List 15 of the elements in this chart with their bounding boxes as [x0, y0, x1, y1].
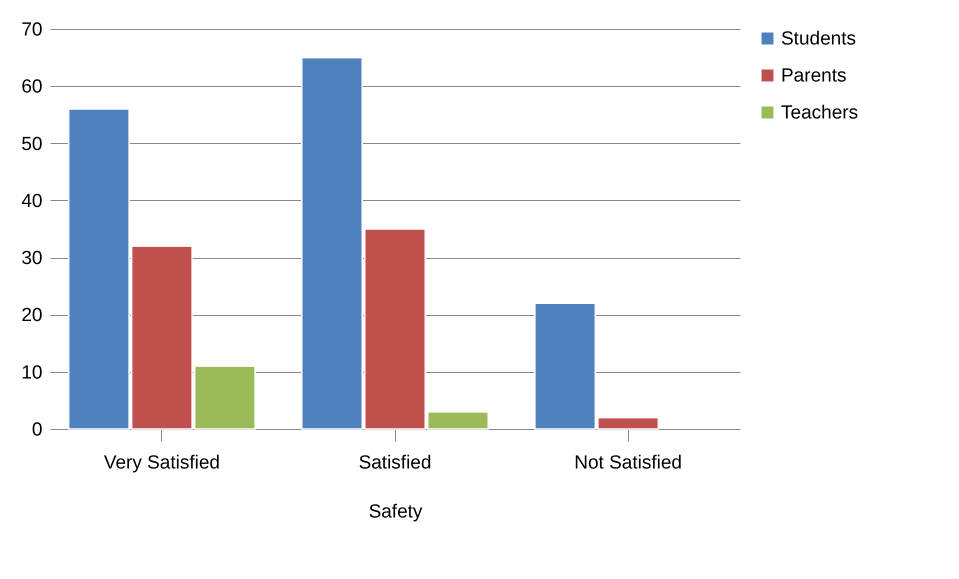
x-tick-label: Not Satisfied — [574, 452, 682, 474]
x-tick-label: Satisfied — [358, 452, 432, 474]
y-tick-label: 70 — [21, 20, 42, 40]
legend-label: Students — [781, 28, 856, 50]
x-tick-label: Very Satisfied — [104, 452, 220, 474]
legend-label: Teachers — [781, 102, 858, 124]
x-axis-title: Safety — [368, 502, 423, 522]
y-tick-label: 0 — [32, 420, 42, 440]
y-tick-label: 20 — [21, 305, 42, 326]
y-tick-label: 60 — [21, 76, 42, 98]
y-tick-label: 50 — [21, 134, 42, 155]
y-tick-label: 30 — [21, 248, 42, 270]
y-tick-label: 40 — [21, 190, 42, 212]
legend-label: Parents — [781, 66, 846, 86]
y-tick-label: 10 — [21, 362, 42, 384]
